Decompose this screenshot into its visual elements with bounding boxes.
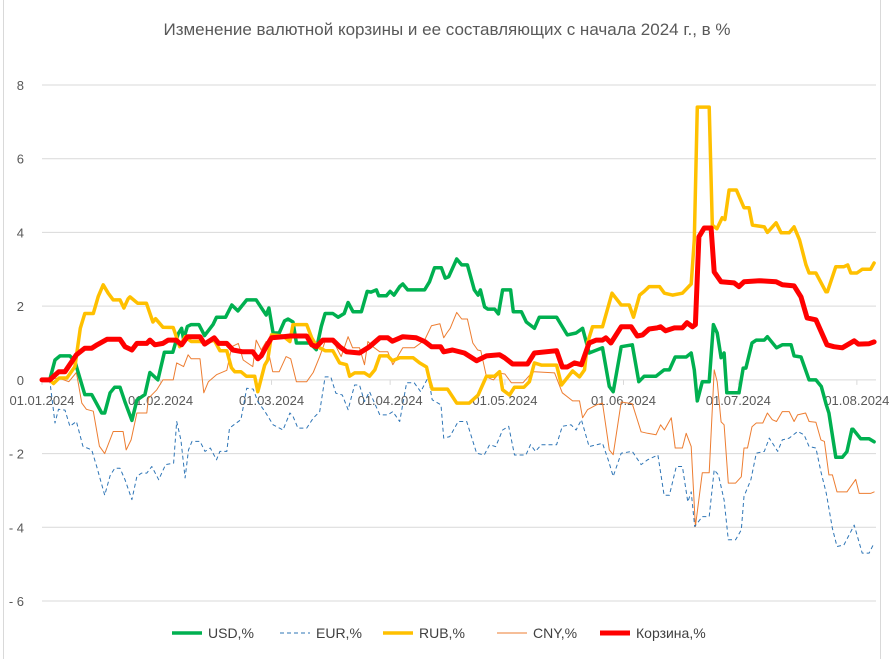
x-tick-label: 01.08.2024: [824, 393, 889, 408]
y-tick-label: 2: [17, 299, 24, 314]
chart-frame: [3, 0, 881, 659]
y-axis: 8 6 4 2 0 - 2 - 4 - 6: [9, 78, 24, 609]
x-tick-label: 01.06.2024: [591, 393, 656, 408]
series-line-basket: [39, 225, 877, 383]
x-tick-label: 01.07.2024: [706, 393, 771, 408]
x-tick-label: 01.04.2024: [358, 393, 423, 408]
y-tick-label: 6: [17, 152, 24, 167]
y-tick-label: 4: [17, 225, 24, 240]
x-axis: 01.01.2024 01.02.2024 01.03.2024 01.04.2024…: [9, 379, 889, 408]
legend-label: CNY,%: [533, 625, 577, 641]
series-line-eur: [42, 376, 875, 554]
legend-label: USD,%: [208, 625, 254, 641]
chart-title: Изменение валютной корзины и ее составля…: [163, 20, 730, 39]
legend-label: RUB,%: [419, 625, 465, 641]
series-line-usd: [40, 257, 876, 460]
series-line-cny: [41, 311, 875, 527]
y-tick-label: - 2: [9, 447, 24, 462]
y-tick-label: - 6: [9, 594, 24, 609]
gridlines: [42, 84, 876, 602]
x-tick-label: 01.01.2024: [9, 393, 74, 408]
legend-label: Корзина,%: [636, 625, 706, 641]
y-tick-label: - 4: [9, 520, 24, 535]
x-tick-label: 01.05.2024: [472, 393, 537, 408]
series-lines: [39, 105, 877, 554]
series-line-rub: [40, 105, 876, 405]
legend-label: EUR,%: [316, 625, 362, 641]
y-tick-label: 8: [17, 78, 24, 93]
x-tick-label: 01.03.2024: [239, 393, 304, 408]
legend: USD,% EUR,% RUB,% CNY,% Корзина,%: [172, 625, 706, 641]
y-tick-label: 0: [17, 373, 24, 388]
